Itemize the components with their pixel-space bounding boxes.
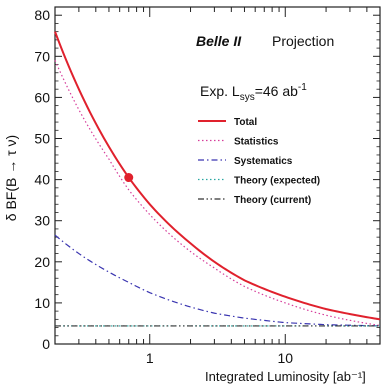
experiment-label: Belle II [196, 33, 242, 49]
projection-label: Projection [272, 33, 334, 49]
plot-frame [54, 6, 381, 345]
series-line-0 [54, 31, 381, 321]
exp-unit-sup: -1 [298, 82, 307, 93]
exp-prefix: Exp. L [200, 83, 240, 99]
y-tick-label: 10 [34, 295, 50, 311]
x-axis-label: Integrated Luminosity [ab⁻¹] [205, 369, 366, 384]
legend-label: Theory (expected) [234, 176, 320, 187]
y-tick-label: 20 [34, 254, 50, 270]
tick-labels: 0 10 20 30 40 50 60 70 80 1 10 [34, 7, 293, 366]
exp-luminosity-label: Exp. Lsys=46 ab-1 [200, 82, 307, 103]
legend: Total Statistics Systematics Theory (expect… [198, 117, 320, 206]
y-tick-label: 0 [42, 336, 50, 352]
legend-label: Theory (current) [234, 195, 311, 206]
y-tick-label: 40 [34, 172, 50, 188]
y-tick-label: 60 [34, 89, 50, 105]
legend-label: Total [234, 117, 257, 128]
highlight-point [124, 173, 134, 183]
series-line-2 [54, 234, 381, 327]
legend-label: Statistics [234, 137, 279, 148]
y-tick-label: 70 [34, 48, 50, 64]
series-line-1 [54, 60, 381, 327]
legend-label: Systematics [234, 156, 293, 167]
y-tick-label: 80 [34, 7, 50, 23]
x-tick-label: 1 [146, 350, 154, 366]
series-curves [54, 31, 381, 327]
y-axis-label: δ BF(B → τ ν) [3, 135, 19, 221]
y-tick-label: 30 [34, 213, 50, 229]
x-tick-label: 10 [277, 350, 293, 366]
exp-value: =46 ab [255, 83, 298, 99]
y-tick-label: 50 [34, 131, 50, 147]
exp-subscript: sys [240, 92, 255, 103]
axis-ticks [54, 7, 381, 345]
